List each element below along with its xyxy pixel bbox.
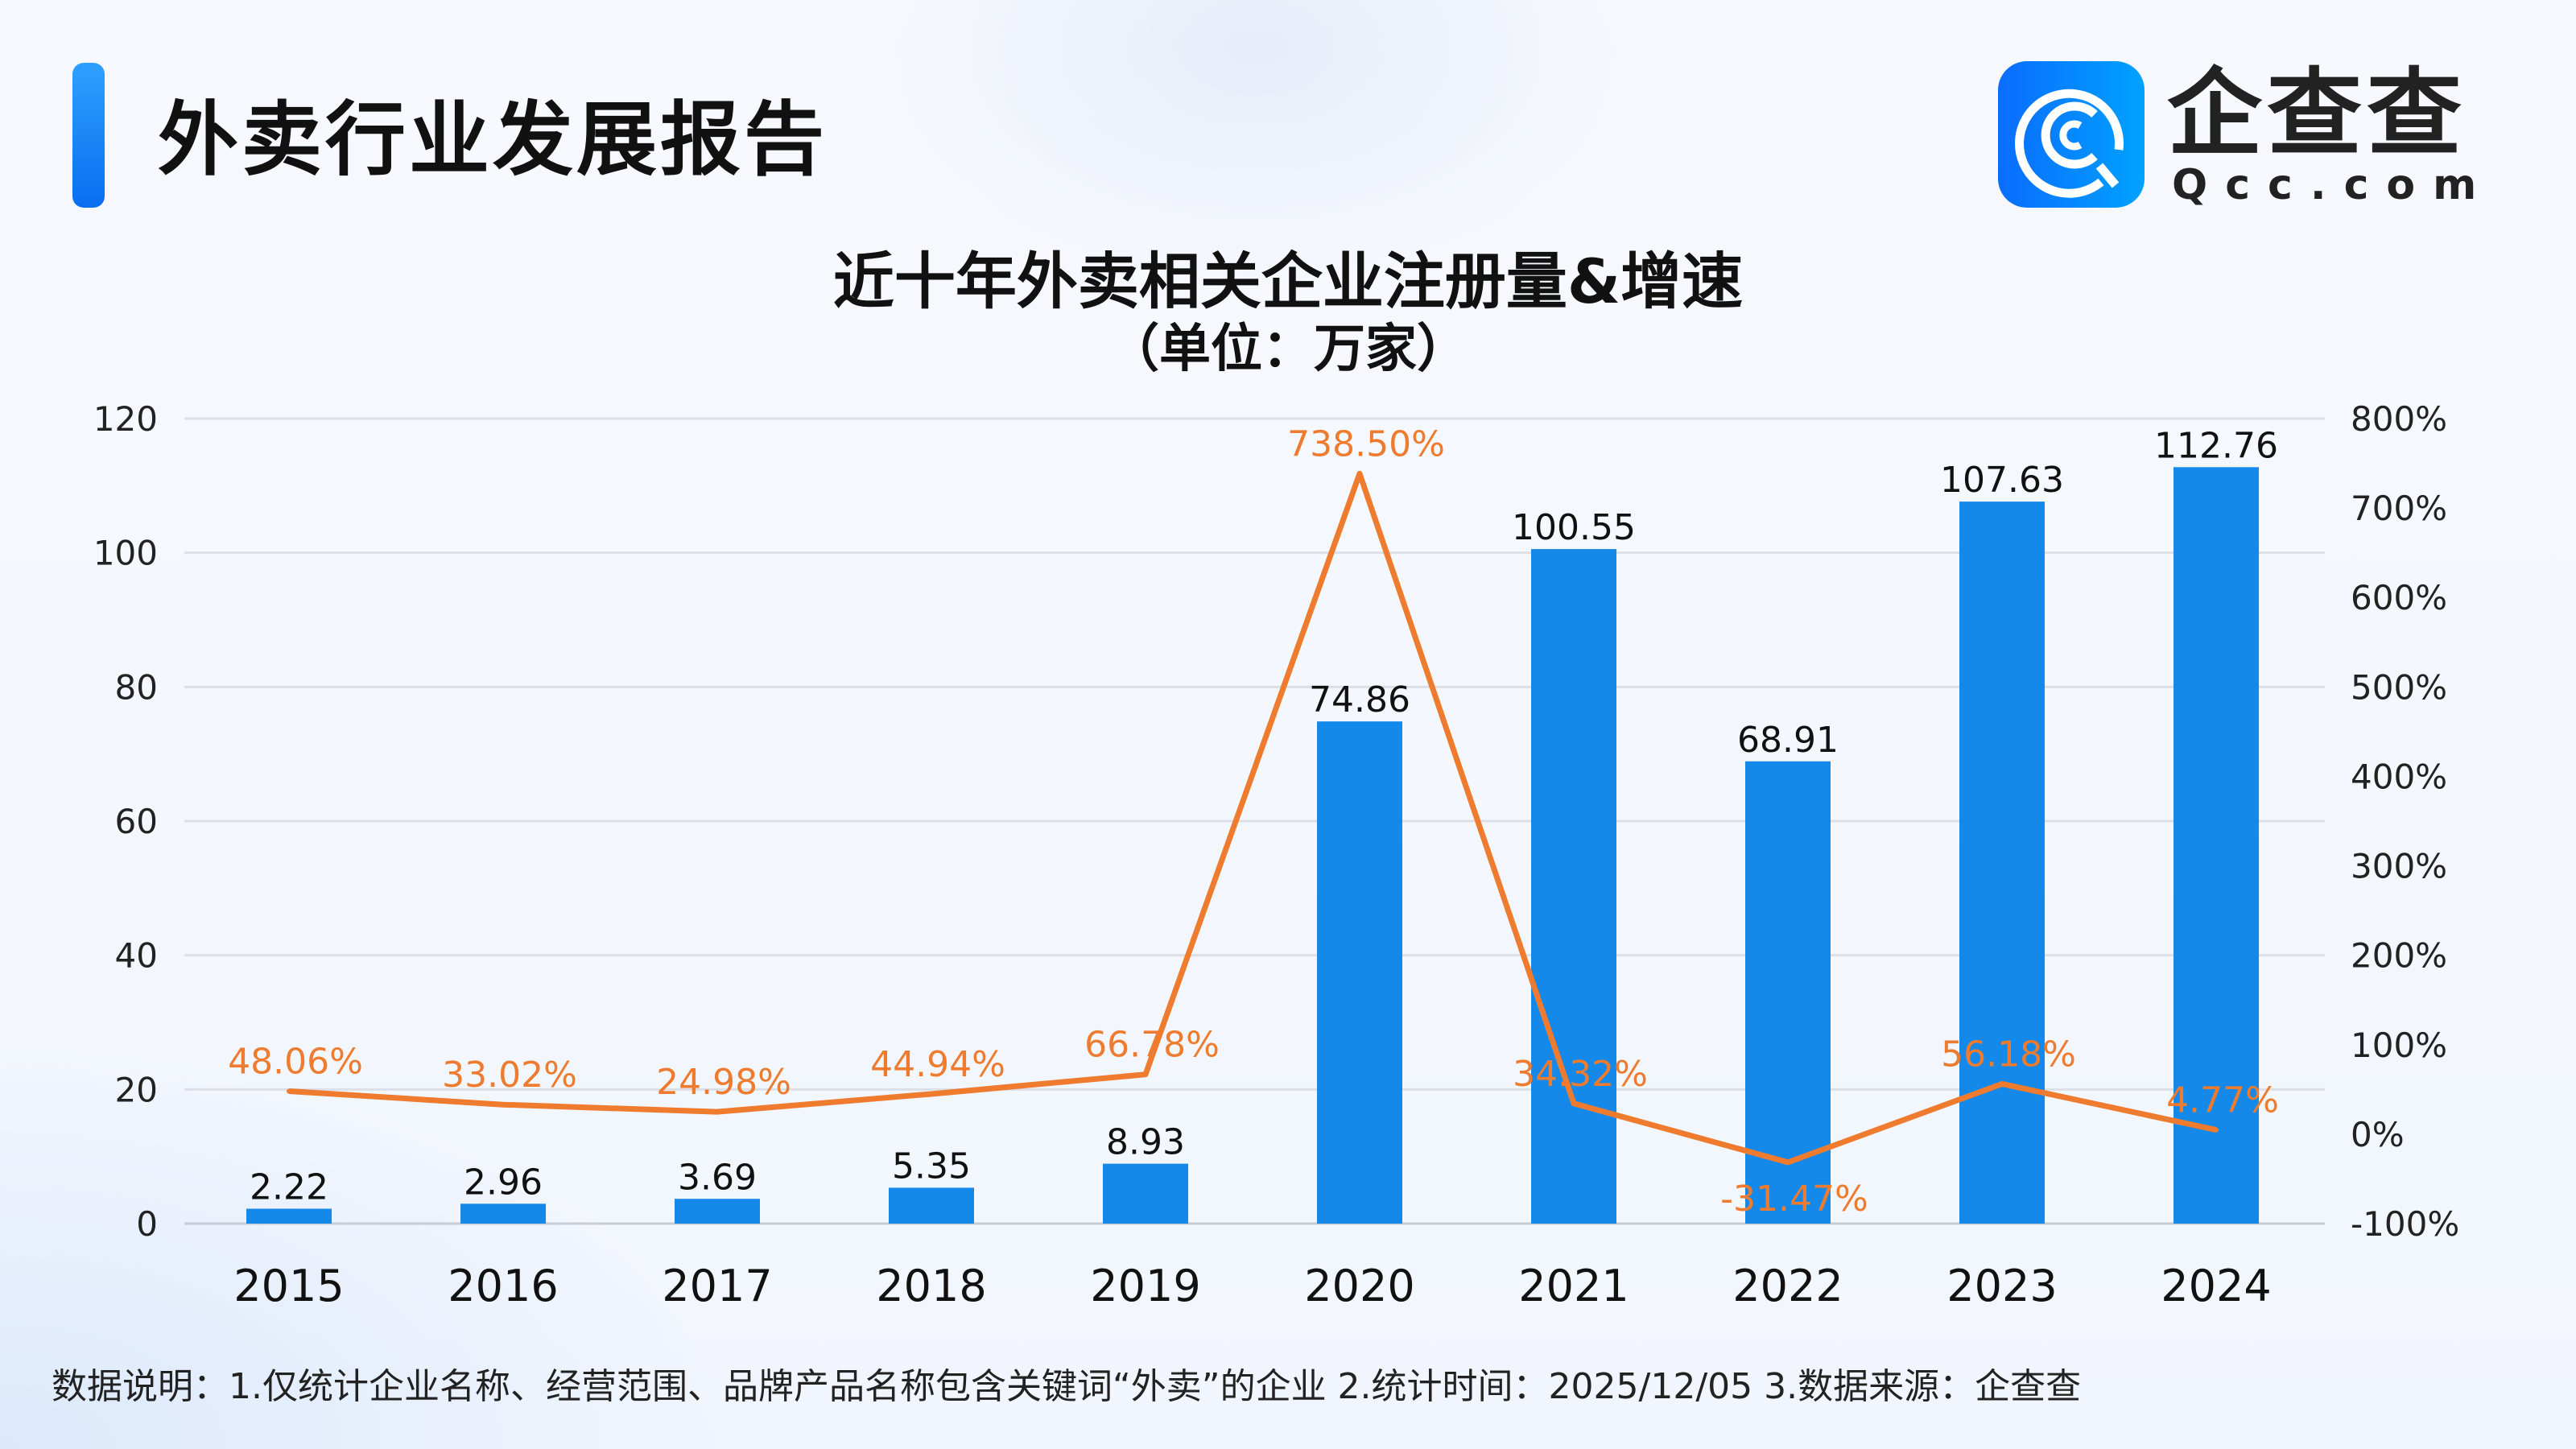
bar-value-label: 74.86 <box>1309 679 1410 720</box>
bar-value-label: 112.76 <box>2154 425 2278 466</box>
qcc-logo-icon <box>1998 61 2145 208</box>
growth-rate-point <box>2214 1127 2219 1133</box>
y-right-tick-label: 700% <box>2351 489 2447 528</box>
bar <box>675 1199 760 1224</box>
x-tick-label: 2021 <box>1518 1261 1629 1311</box>
bar-value-label: 2.96 <box>464 1162 543 1203</box>
logo-text-cn: 企查查 <box>2167 58 2467 169</box>
chart-subtitle: （单位：万家） <box>1108 320 1468 379</box>
bar-value-label: 100.55 <box>1512 507 1636 548</box>
x-tick-label: 2018 <box>876 1261 986 1311</box>
growth-rate-label: 24.98% <box>656 1062 791 1103</box>
y-left-tick-label: 40 <box>115 936 158 976</box>
y-right-tick-label: -100% <box>2351 1204 2459 1244</box>
footnote: 数据说明：1.仅统计企业名称、经营范围、品牌产品名称包含关键词“外卖”的企业 2… <box>52 1366 2082 1407</box>
bar <box>2174 467 2259 1224</box>
bar-value-label: 2.22 <box>250 1167 328 1208</box>
y-right-tick-label: 400% <box>2351 757 2447 796</box>
growth-rate-point <box>2000 1081 2004 1087</box>
y-right-tick-label: 800% <box>2351 399 2447 439</box>
growth-rate-point <box>1571 1100 1576 1106</box>
growth-rate-label: 44.94% <box>870 1044 1005 1085</box>
growth-rate-point <box>1357 471 1362 477</box>
bar <box>246 1208 332 1224</box>
x-tick-label: 2024 <box>2161 1261 2271 1311</box>
bar <box>1959 502 2045 1224</box>
qcc-logo: 企查查 Qcc.com <box>1998 58 2481 209</box>
x-tick-label: 2022 <box>1732 1261 1843 1311</box>
y-left-tick-label: 120 <box>93 399 158 439</box>
bar-value-label: 68.91 <box>1737 720 1839 761</box>
growth-rate-label: 66.78% <box>1084 1025 1220 1066</box>
y-right-tick-label: 500% <box>2351 667 2447 707</box>
y-right-tick-label: 300% <box>2351 847 2447 886</box>
growth-rate-label: 34.32% <box>1513 1054 1648 1095</box>
y-right-tick-label: 100% <box>2351 1026 2447 1065</box>
growth-rate-point <box>929 1091 934 1096</box>
bar <box>1531 549 1616 1224</box>
growth-rate-point <box>1143 1071 1148 1077</box>
growth-rate-label: 4.77% <box>2166 1080 2279 1121</box>
growth-rate-point <box>287 1088 291 1094</box>
bar-value-label: 5.35 <box>892 1146 971 1187</box>
bar <box>889 1187 974 1224</box>
bar <box>1745 761 1831 1224</box>
y-left-tick-label: 60 <box>115 802 158 841</box>
bar <box>460 1203 546 1224</box>
x-tick-label: 2016 <box>448 1261 558 1311</box>
logo-text-en: Qcc.com <box>2172 161 2495 209</box>
y-right-tick-label: 0% <box>2351 1115 2405 1154</box>
y-left-tick-label: 20 <box>115 1070 158 1109</box>
y-left-tick-label: 80 <box>115 667 158 707</box>
growth-rate-point <box>715 1109 720 1115</box>
chart-title: 近十年外卖相关企业注册量&增速 <box>832 246 1744 317</box>
x-tick-label: 2017 <box>662 1261 772 1311</box>
x-tick-label: 2019 <box>1090 1261 1200 1311</box>
growth-rate-label: -31.47% <box>1720 1179 1868 1220</box>
y-right-tick-label: 200% <box>2351 936 2447 976</box>
growth-rate-label: 33.02% <box>442 1055 577 1096</box>
growth-rate-point <box>501 1102 506 1108</box>
growth-rate-label: 48.06% <box>228 1041 363 1082</box>
bar-value-label: 107.63 <box>1940 460 2064 501</box>
bar-value-label: 8.93 <box>1106 1122 1185 1163</box>
growth-rate-label: 738.50% <box>1287 423 1445 464</box>
bar <box>1103 1163 1188 1224</box>
growth-rate-label: 56.18% <box>1941 1034 2076 1075</box>
bar-value-label: 3.69 <box>678 1157 757 1198</box>
y-right-tick-label: 600% <box>2351 578 2447 617</box>
x-tick-label: 2020 <box>1304 1261 1414 1311</box>
title-accent-bar <box>72 63 105 208</box>
y-left-tick-label: 0 <box>136 1204 158 1244</box>
x-tick-label: 2023 <box>1946 1261 2057 1311</box>
y-left-tick-label: 100 <box>93 534 158 573</box>
page-title: 外卖行业发展报告 <box>158 93 828 187</box>
growth-rate-point <box>1785 1159 1790 1165</box>
growth-rate-line <box>288 470 2217 1166</box>
x-tick-label: 2015 <box>233 1261 344 1311</box>
bar <box>1317 721 1402 1224</box>
